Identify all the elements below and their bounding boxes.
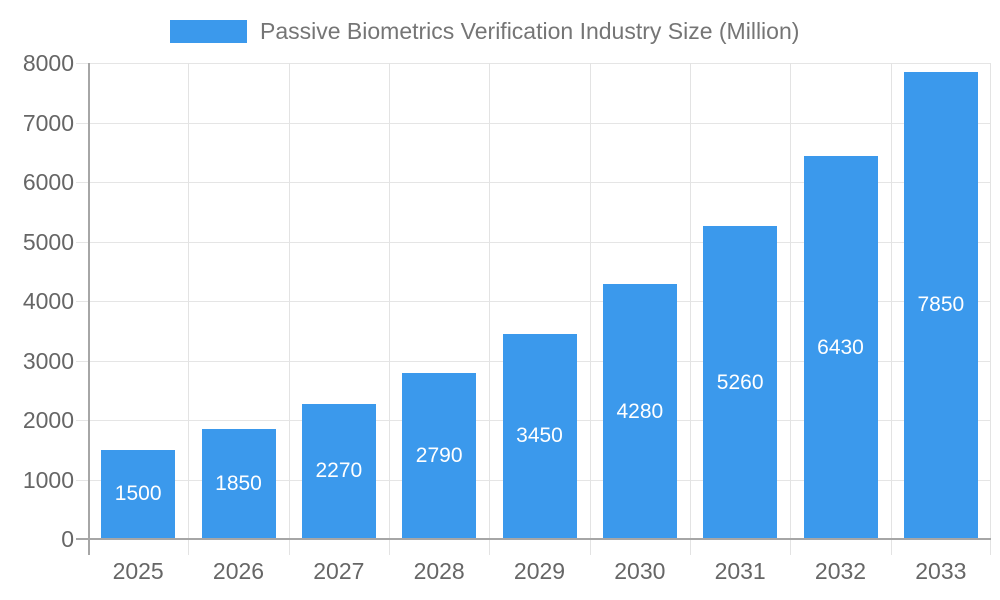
legend-label: Passive Biometrics Verification Industry… — [260, 18, 800, 44]
x-axis-tick-label: 2026 — [212, 558, 265, 584]
bar-value-label: 1850 — [215, 471, 262, 495]
vertical-gridline — [890, 63, 892, 555]
x-axis-tick-label: 2025 — [112, 558, 164, 584]
y-axis-tick-label: 0 — [61, 526, 74, 552]
x-axis-tick-label: 2028 — [413, 558, 465, 584]
bar-2030 — [602, 284, 677, 539]
bar-value-label: 3450 — [516, 424, 563, 448]
y-axis-tick-label: 4000 — [22, 288, 74, 314]
plot-area: 1500 1850 2270 2790 3450 4280 5260 6430 7850 — [76, 63, 991, 555]
bar-value-label: 6430 — [817, 335, 864, 359]
bar-2032 — [803, 156, 878, 539]
y-axis-tick-label: 7000 — [22, 109, 74, 136]
vertical-gridline — [489, 63, 491, 555]
bar-2029 — [502, 333, 577, 539]
horizontal-gridline — [76, 122, 991, 124]
bar-2028 — [402, 372, 477, 539]
vertical-gridline — [790, 63, 792, 555]
vertical-gridline — [690, 63, 691, 555]
x-axis-tick-label: 2029 — [513, 558, 566, 584]
y-axis-tick-label: 3000 — [22, 347, 74, 374]
horizontal-gridline — [76, 182, 991, 183]
vertical-gridline — [990, 63, 991, 555]
y-axis-tick-label: 5000 — [22, 228, 74, 255]
horizontal-gridline — [76, 63, 991, 64]
vertical-gridline — [389, 63, 390, 555]
y-axis-tick-label: 8000 — [22, 50, 74, 76]
x-axis-tick-label: 2033 — [915, 558, 967, 584]
bar-2033 — [903, 71, 978, 539]
bar-value-label: 2270 — [315, 459, 363, 483]
x-axis-tick-label: 2031 — [714, 558, 766, 584]
bar-value-label: 4280 — [616, 399, 664, 423]
bar-value-label: 1500 — [114, 482, 162, 506]
vertical-gridline — [188, 63, 190, 555]
y-axis-tick-label: 6000 — [22, 169, 74, 195]
bar-value-label: 2790 — [415, 443, 463, 467]
bar-2027 — [301, 403, 376, 539]
bar-2025 — [101, 449, 176, 539]
y-axis-line — [88, 63, 90, 555]
x-axis-line — [76, 538, 991, 540]
y-axis-tick-label: 1000 — [22, 466, 74, 493]
legend-item[interactable]: Passive Biometrics Verification Industry… — [170, 18, 799, 45]
horizontal-gridline — [76, 301, 991, 302]
x-axis-tick-label: 2030 — [614, 558, 666, 584]
vertical-gridline — [288, 63, 290, 555]
y-axis-tick-label: 2000 — [22, 407, 74, 433]
bar-2031 — [703, 226, 778, 539]
vertical-gridline — [589, 63, 591, 555]
horizontal-gridline — [76, 241, 991, 243]
bar-value-label: 5260 — [716, 370, 764, 394]
legend-swatch-icon — [170, 20, 247, 43]
bar-value-label: 7850 — [917, 293, 965, 317]
x-axis-tick-label: 2027 — [313, 558, 365, 584]
bar-2026 — [201, 428, 276, 539]
x-axis-tick-label: 2032 — [814, 558, 867, 584]
